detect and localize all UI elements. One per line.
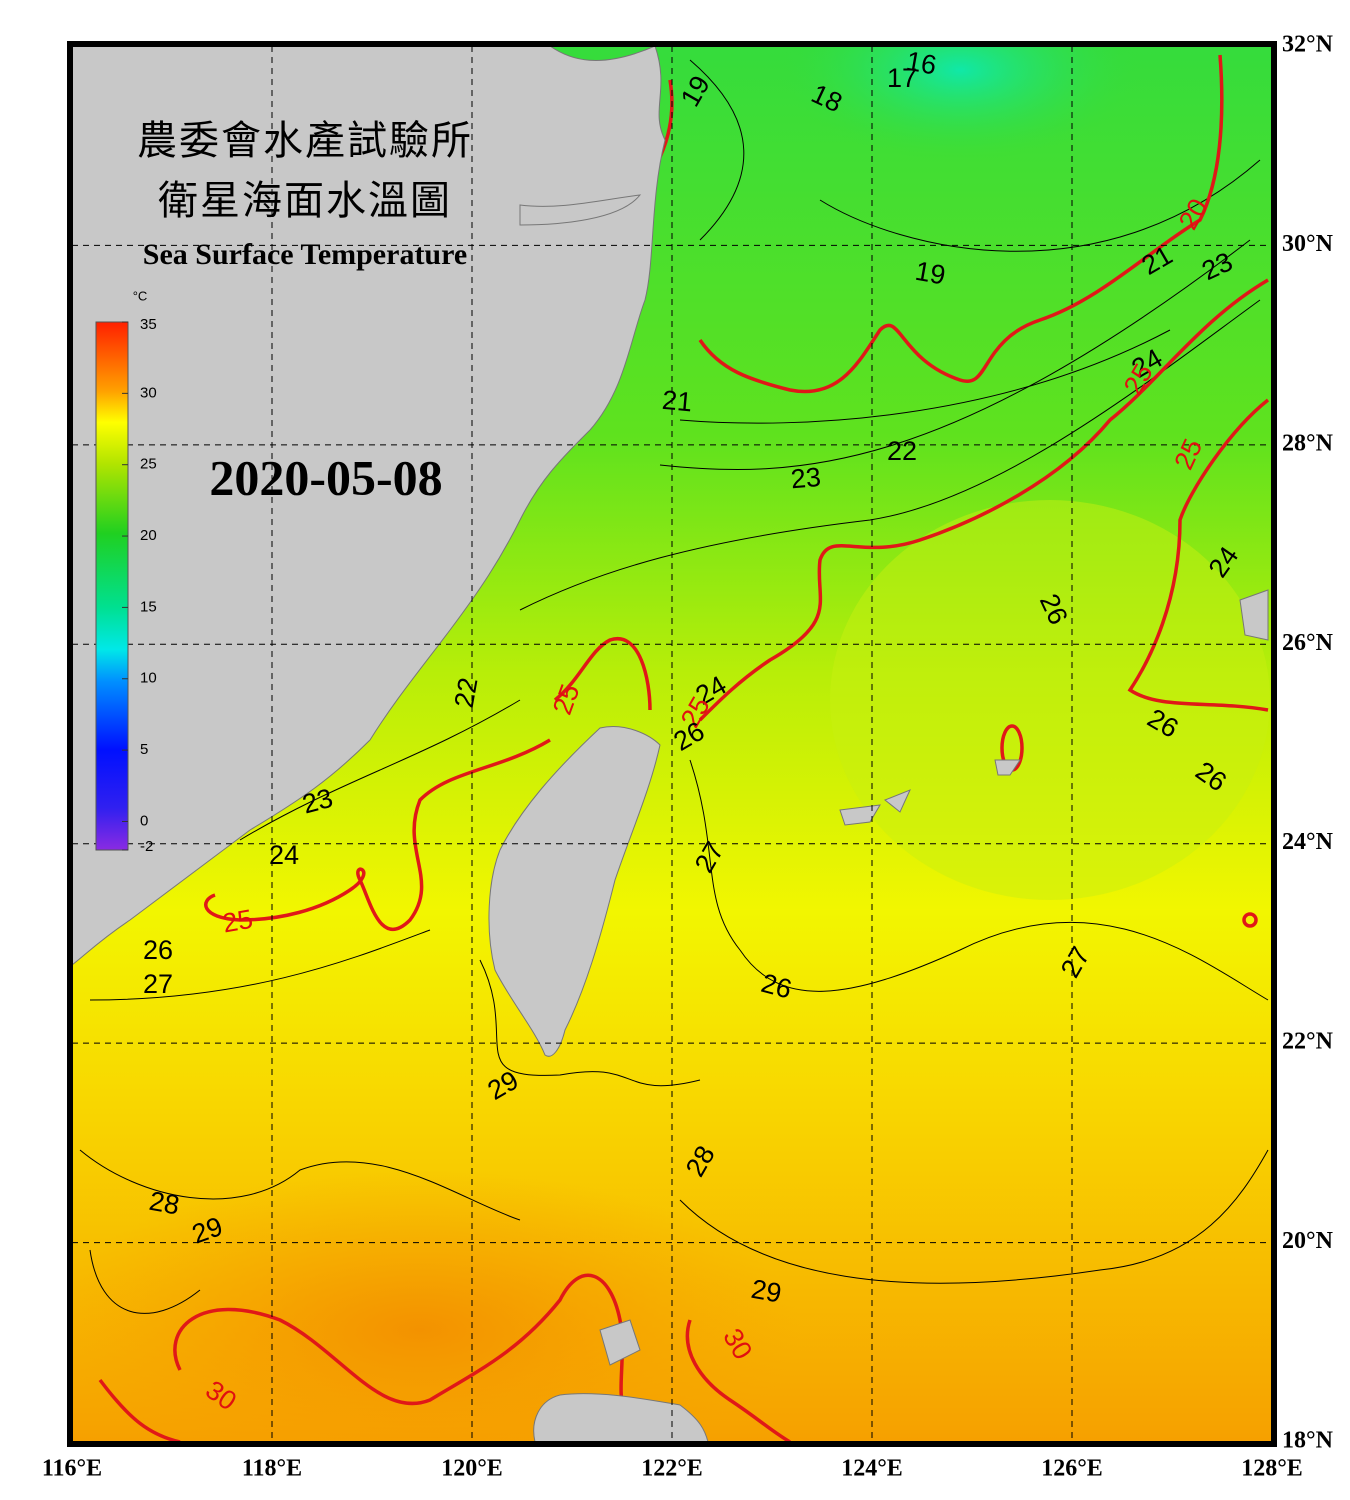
contour-label: 26 (143, 935, 173, 965)
cold-water (780, 46, 1140, 160)
warm-water (72, 1170, 800, 1442)
contour-label: 29 (749, 1274, 784, 1309)
contour-label: 16 (904, 46, 939, 81)
cool-patch (830, 500, 1270, 900)
x-tick-label: 120°E (441, 1456, 503, 1482)
contour-label: 27 (143, 969, 173, 999)
grid (72, 46, 1272, 1442)
contour-label: 22 (449, 675, 484, 710)
colorbar-tick-label: 0 (140, 812, 148, 829)
x-tick-label: 122°E (641, 1456, 703, 1482)
title-en: Sea Surface Temperature (143, 238, 467, 271)
date: 2020-05-08 (209, 449, 442, 505)
x-tick-label: 126°E (1041, 1456, 1103, 1482)
colorbar (95, 321, 129, 851)
x-tick-label: 124°E (841, 1456, 903, 1482)
title-zh-1: 農委會水產試驗所 (137, 118, 473, 163)
colorbar-tick-label: 35 (140, 316, 157, 333)
colorbar-tick-label: 5 (140, 741, 148, 758)
contour-label: 28 (147, 1186, 182, 1221)
contour-label: 23 (790, 462, 823, 495)
y-tick-label: 22°N (1282, 1029, 1334, 1055)
colorbar-tick-label: 25 (140, 456, 157, 473)
x-tick-label: 118°E (242, 1456, 302, 1482)
colorbar-tick-label: 20 (140, 527, 157, 544)
contour-label: 19 (913, 256, 948, 291)
land (72, 46, 1269, 1442)
x-tick-label: 128°E (1241, 1456, 1303, 1482)
title-zh-2: 衛星海面水溫圖 (158, 178, 452, 223)
y-tick-label: 32°N (1282, 32, 1334, 58)
colorbar-tick-label: 15 (140, 598, 157, 615)
y-tick-label: 18°N (1282, 1428, 1334, 1454)
x-tick-label: 116°E (42, 1456, 102, 1482)
contour-label: 24 (269, 840, 299, 870)
y-tick-label: 20°N (1282, 1228, 1334, 1254)
contour-label: 22 (887, 436, 917, 466)
y-tick-label: 28°N (1282, 430, 1334, 456)
colorbar-tick-label: -2 (140, 838, 153, 855)
map-frame (67, 41, 1277, 1447)
contour-label: 21 (661, 385, 694, 418)
colorbar-tick-label: 30 (140, 384, 157, 401)
y-tick-label: 26°N (1282, 630, 1334, 656)
y-tick-label: 24°N (1282, 829, 1334, 855)
contour-label: 17 (887, 63, 917, 93)
colorbar-unit: °C (133, 288, 148, 303)
y-tick-label: 30°N (1282, 231, 1334, 257)
colorbar-tick-label: 10 (140, 670, 157, 687)
contour-label: 25 (220, 904, 255, 939)
